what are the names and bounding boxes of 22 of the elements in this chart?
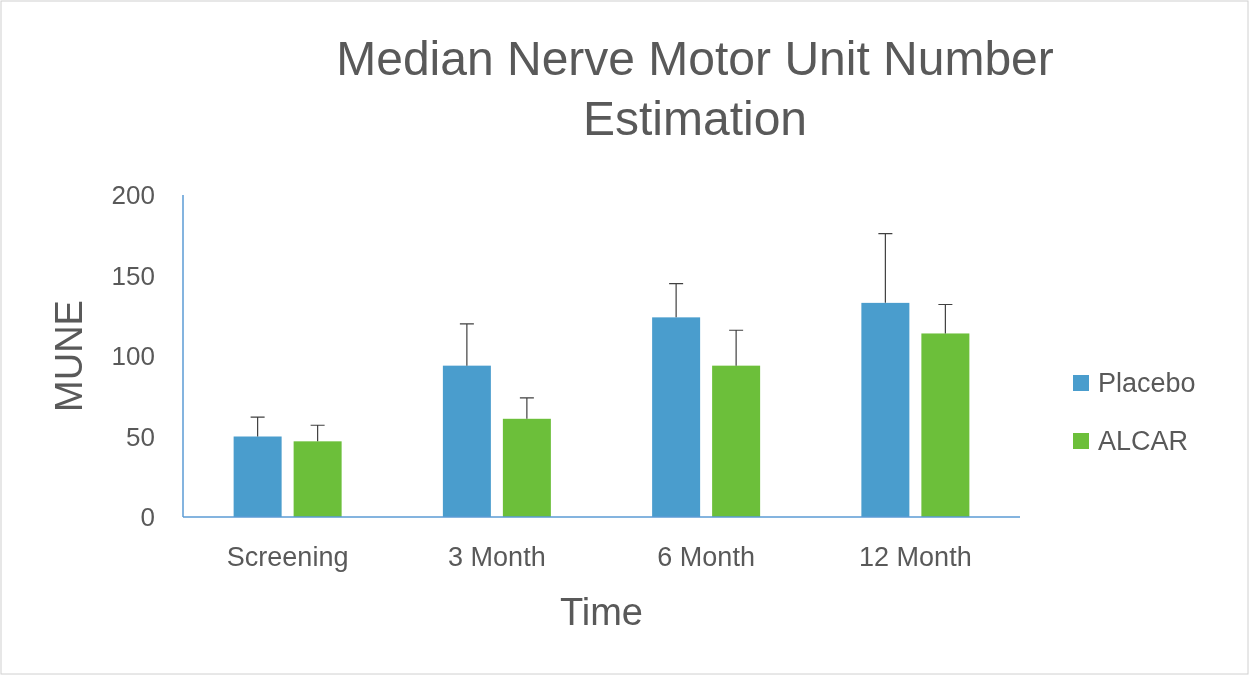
legend-label: ALCAR [1098,426,1189,457]
bar [652,317,701,517]
y-tick-label: 150 [111,260,155,291]
bar [233,436,282,517]
y-axis-title: MUNE [48,300,90,412]
bar [921,333,970,517]
bar [861,302,910,517]
y-tick-label: 200 [111,180,155,211]
bar [712,365,761,517]
bar [502,418,551,517]
bar [442,365,491,517]
y-tick-label: 50 [126,421,155,452]
legend-label: Placebo [1098,368,1196,399]
x-axis-title: Time [559,591,644,633]
x-tick-label: 3 Month [448,542,546,572]
y-tick-label: 100 [111,341,155,372]
bar [293,441,342,517]
y-tick-label: 0 [140,502,155,533]
x-tick-label: 6 Month [657,542,755,572]
x-tick-label: Screening [226,542,349,572]
chart-title: Median Nerve Motor Unit Number Estimation [336,32,1054,145]
x-tick-label: 12 Month [859,542,972,572]
